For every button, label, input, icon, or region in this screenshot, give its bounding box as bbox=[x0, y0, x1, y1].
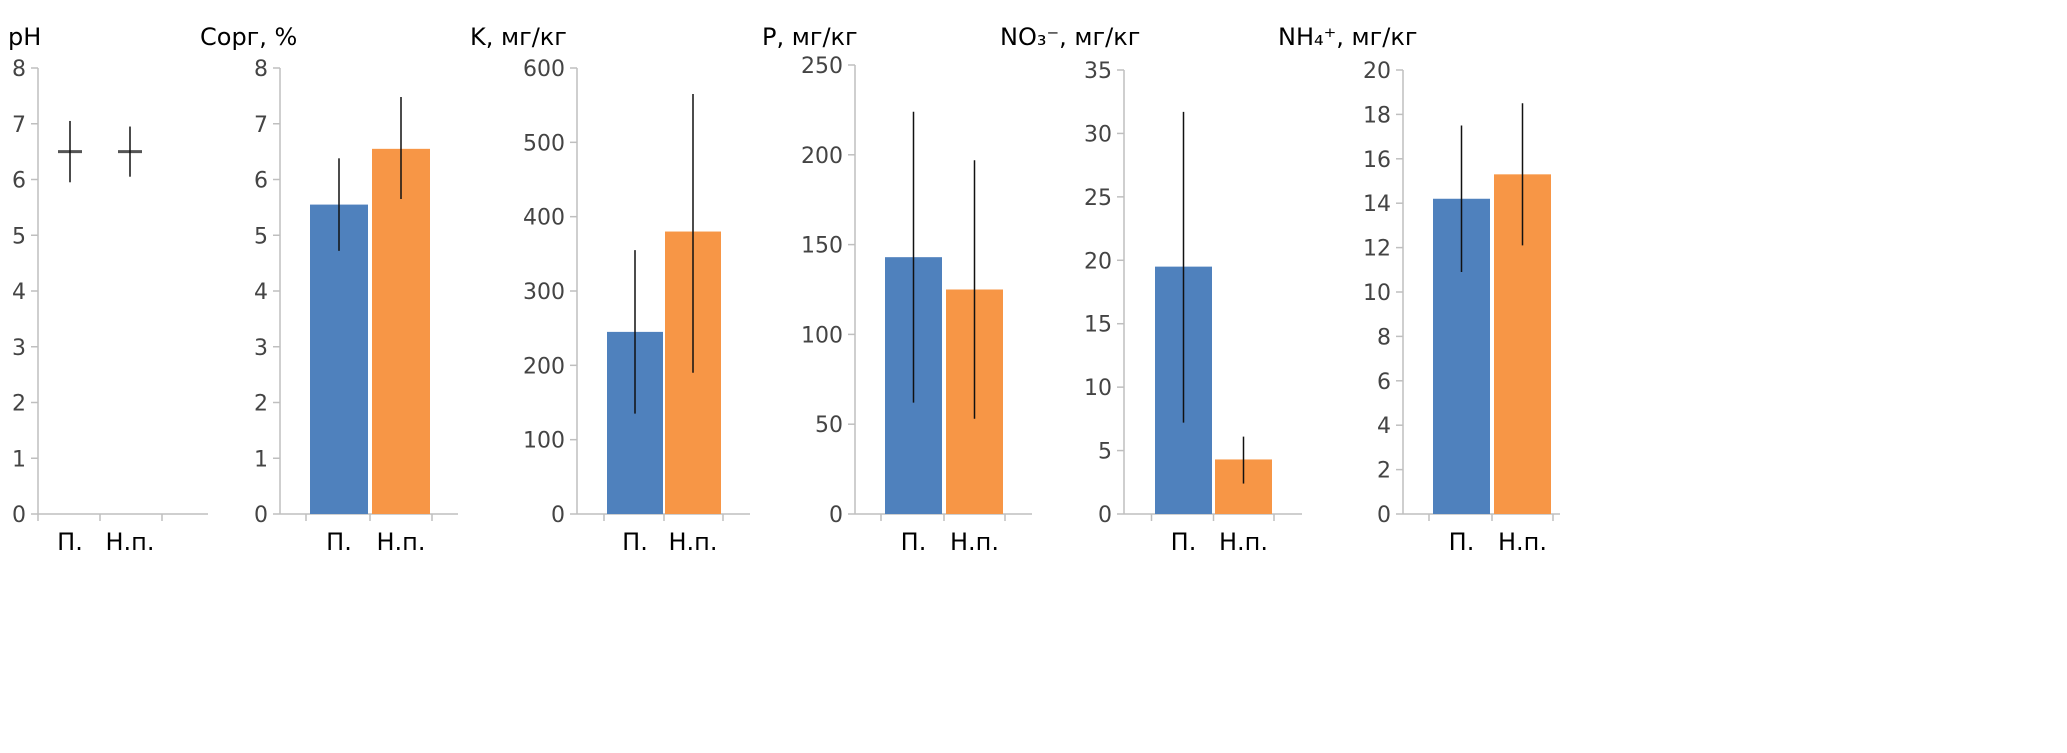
y-tick-label: 200 bbox=[523, 354, 565, 379]
panel-4: NO₃⁻, мг/кг 0 5 10 15 20 25 30 35 П. Н.п. bbox=[1000, 23, 1302, 556]
y-tick-label: 1 bbox=[254, 447, 268, 472]
y-tick-label: 100 bbox=[801, 323, 843, 348]
y-tick-label: 50 bbox=[815, 413, 843, 438]
y-tick-label: 0 bbox=[12, 503, 26, 528]
y-tick-label: 0 bbox=[551, 503, 565, 528]
y-tick-label: 4 bbox=[12, 280, 26, 305]
panel-title: Cорг, % bbox=[200, 23, 297, 51]
y-tick-label: 30 bbox=[1084, 122, 1112, 147]
y-tick-label: 300 bbox=[523, 280, 565, 305]
y-tick-label: 5 bbox=[254, 224, 268, 249]
y-tick-label: 18 bbox=[1363, 103, 1391, 128]
y-tick-label: 35 bbox=[1084, 59, 1112, 84]
y-tick-label: 25 bbox=[1084, 186, 1112, 211]
y-tick-label: 6 bbox=[1377, 370, 1391, 395]
panel-2: K, мг/кг 0 100 200 300 400 500 600 П. Н.п. bbox=[470, 23, 750, 556]
panel-5: NH₄⁺, мг/кг 0 2 4 6 8 10 12 14 16 18 20 П. Н.п. bbox=[1278, 23, 1560, 556]
y-tick-label: 6 bbox=[12, 169, 26, 194]
panel-title: K, мг/кг bbox=[470, 23, 567, 51]
y-tick-label: 4 bbox=[1377, 414, 1391, 439]
y-tick-label: 100 bbox=[523, 429, 565, 454]
y-tick-label: 12 bbox=[1363, 237, 1391, 262]
y-tick-label: 250 bbox=[801, 54, 843, 79]
panel-3: P, мг/кг 0 50 100 150 200 250 П. Н.п. bbox=[762, 23, 1032, 556]
category-label: П. bbox=[622, 528, 648, 556]
category-label: П. bbox=[1449, 528, 1475, 556]
category-label: П. bbox=[901, 528, 927, 556]
y-tick-label: 7 bbox=[12, 113, 26, 138]
category-label: Н.п. bbox=[950, 528, 999, 556]
y-tick-label: 150 bbox=[801, 234, 843, 259]
y-tick-label: 7 bbox=[254, 113, 268, 138]
y-tick-label: 3 bbox=[254, 336, 268, 361]
y-tick-label: 10 bbox=[1363, 281, 1391, 306]
y-tick-label: 8 bbox=[1377, 325, 1391, 350]
category-label: П. bbox=[326, 528, 352, 556]
panel-title: pH bbox=[8, 23, 41, 51]
category-label: Н.п. bbox=[1219, 528, 1268, 556]
category-label: П. bbox=[57, 528, 83, 556]
y-tick-label: 4 bbox=[254, 280, 268, 305]
y-tick-label: 500 bbox=[523, 131, 565, 156]
panel-title: NH₄⁺, мг/кг bbox=[1278, 23, 1417, 51]
y-tick-label: 2 bbox=[254, 392, 268, 417]
y-tick-label: 8 bbox=[254, 57, 268, 82]
category-label: Н.п. bbox=[1498, 528, 1547, 556]
y-tick-label: 1 bbox=[12, 447, 26, 472]
bar bbox=[310, 204, 368, 514]
y-tick-label: 14 bbox=[1363, 192, 1391, 217]
y-tick-label: 0 bbox=[1098, 503, 1112, 528]
panel-0: pH 0 1 2 3 4 5 6 7 8 П. Н.п. bbox=[8, 23, 208, 556]
y-tick-label: 400 bbox=[523, 206, 565, 231]
y-tick-label: 10 bbox=[1084, 376, 1112, 401]
y-tick-label: 16 bbox=[1363, 148, 1391, 173]
y-tick-label: 6 bbox=[254, 169, 268, 194]
y-tick-label: 0 bbox=[1377, 503, 1391, 528]
bar bbox=[372, 148, 430, 514]
y-tick-label: 0 bbox=[829, 503, 843, 528]
category-label: Н.п. bbox=[377, 528, 426, 556]
y-tick-label: 20 bbox=[1363, 59, 1391, 84]
panel-1: Cорг, % 0 1 2 3 4 5 6 7 8 П. Н.п. bbox=[200, 23, 458, 556]
y-tick-label: 5 bbox=[12, 224, 26, 249]
y-tick-label: 2 bbox=[12, 392, 26, 417]
panel-title: P, мг/кг bbox=[762, 23, 858, 51]
y-tick-label: 0 bbox=[254, 503, 268, 528]
y-tick-label: 20 bbox=[1084, 249, 1112, 274]
panel-title: NO₃⁻, мг/кг bbox=[1000, 23, 1140, 51]
y-tick-label: 3 bbox=[12, 336, 26, 361]
category-label: П. bbox=[1171, 528, 1197, 556]
category-label: Н.п. bbox=[669, 528, 718, 556]
y-tick-label: 2 bbox=[1377, 459, 1391, 484]
y-tick-label: 600 bbox=[523, 57, 565, 82]
y-tick-label: 15 bbox=[1084, 313, 1112, 338]
y-tick-label: 5 bbox=[1098, 440, 1112, 465]
y-tick-label: 8 bbox=[12, 57, 26, 82]
y-tick-label: 200 bbox=[801, 144, 843, 169]
category-label: Н.п. bbox=[106, 528, 155, 556]
